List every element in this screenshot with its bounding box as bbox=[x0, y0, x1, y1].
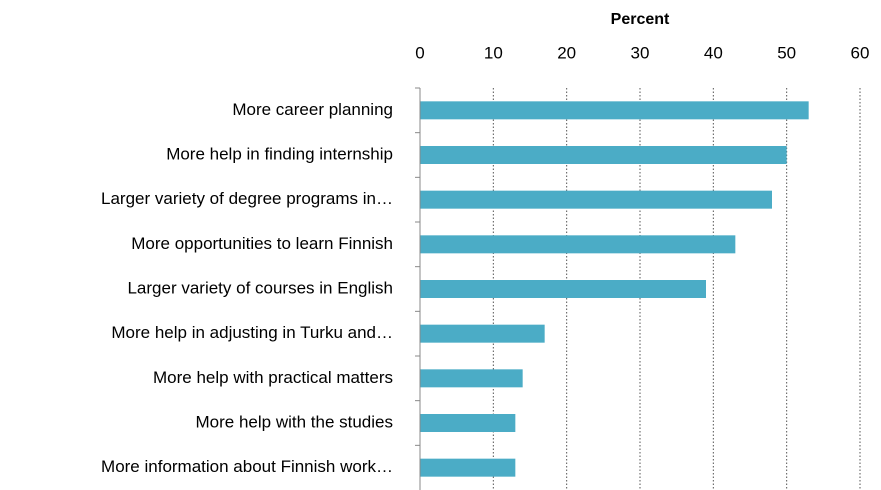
y-tick-label: More information about Finnish work… bbox=[101, 457, 393, 476]
bar bbox=[420, 190, 772, 209]
bar bbox=[420, 324, 545, 343]
x-tick-label: 0 bbox=[415, 43, 424, 62]
x-tick-label: 10 bbox=[484, 43, 503, 62]
bar bbox=[420, 414, 516, 432]
y-tick-label: More career planning bbox=[232, 100, 393, 119]
x-tick-label: 50 bbox=[777, 43, 796, 62]
bar bbox=[420, 146, 787, 164]
x-tick-label: 30 bbox=[631, 43, 650, 62]
y-tick-label: More opportunities to learn Finnish bbox=[131, 234, 393, 253]
y-tick-label: More help in adjusting in Turku and… bbox=[111, 323, 393, 342]
x-tick-label: 60 bbox=[851, 43, 870, 62]
axis-title: Percent bbox=[611, 11, 670, 28]
bar bbox=[420, 369, 523, 388]
bar bbox=[420, 280, 706, 298]
y-tick-label: More help with practical matters bbox=[153, 368, 393, 387]
bar bbox=[420, 235, 736, 254]
y-tick-label: Larger variety of courses in English bbox=[127, 278, 393, 297]
y-tick-label: Larger variety of degree programs in… bbox=[101, 189, 393, 208]
bar bbox=[420, 101, 809, 120]
x-tick-label: 40 bbox=[704, 43, 723, 62]
x-tick-label: 20 bbox=[557, 43, 576, 62]
bar bbox=[420, 458, 516, 477]
y-tick-label: More help in finding internship bbox=[166, 144, 393, 163]
y-tick-label: More help with the studies bbox=[196, 412, 394, 431]
